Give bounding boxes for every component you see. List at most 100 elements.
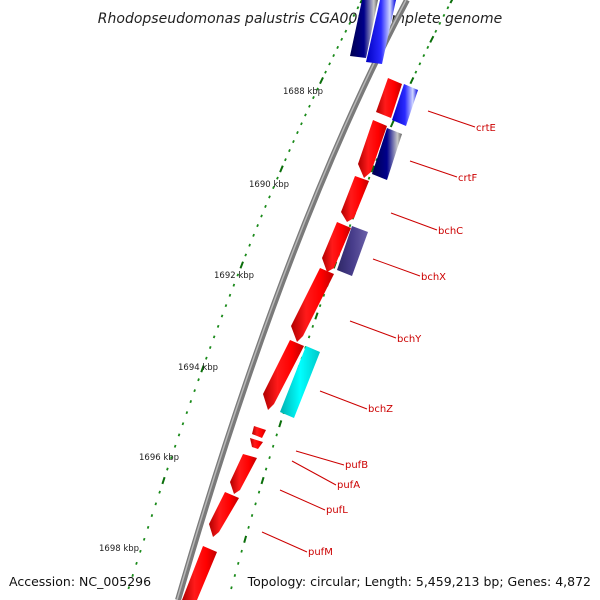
outer-scale-tick-107 <box>275 433 278 437</box>
outer-scale-tick-68 <box>422 53 426 58</box>
gene-label-pufM: pufM <box>308 547 333 558</box>
outer-scale-tick-63 <box>442 13 446 18</box>
outer-scale-tick-106 <box>278 420 283 428</box>
inner-scale-tick-56 <box>139 549 142 553</box>
inner-scale-tick-18 <box>288 149 291 153</box>
genome-backbone <box>175 0 410 600</box>
topology-text: Topology: circular; Length: 5,459,213 bp… <box>247 574 591 589</box>
inner-scale-tick-58 <box>131 573 134 577</box>
leader-bchC <box>390 212 438 231</box>
outer-scale-tick-70 <box>414 70 418 74</box>
outer-scale-tick-108 <box>271 444 275 448</box>
inner-scale-tick-45 <box>181 422 185 426</box>
inner-scale-tick-55 <box>142 537 146 541</box>
scale-label-1696: 1696 kbp <box>139 453 179 463</box>
inner-scale-tick-19 <box>284 158 287 162</box>
gene-crtF <box>372 128 402 180</box>
gene-label-crtF: crtF <box>458 173 478 184</box>
scale-label-1692: 1692 kbp <box>214 271 254 281</box>
gene-arrow-top-navy <box>350 0 378 58</box>
inner-scale-tick-37 <box>212 335 216 339</box>
gene-label-crtE: crtE <box>476 123 496 134</box>
gene-arrow-red-1 <box>376 78 402 118</box>
inner-scale-tick-9 <box>324 70 327 74</box>
gene-arrow-pufL <box>230 454 257 494</box>
accession-text: Accession: NC_005296 <box>9 574 151 589</box>
outer-scale-tick-98 <box>307 335 311 339</box>
gene-arrow-pufB <box>252 426 266 438</box>
scale-label-1694: 1694 kbp <box>178 363 218 373</box>
inner-scale-tick-8 <box>328 62 331 66</box>
inner-scale-tick-40 <box>200 365 205 373</box>
leader-pufM <box>261 531 308 553</box>
gene-arrow-top-blue <box>366 0 396 64</box>
inner-scale-tick-26 <box>256 224 259 228</box>
leader-bchY <box>349 320 397 339</box>
inner-scale-tick-35 <box>220 314 224 318</box>
inner-scale-tick-36 <box>216 324 220 328</box>
inner-scale-tick-28 <box>248 243 251 247</box>
inner-scale-tick-5 <box>340 37 344 41</box>
inner-scale-tick-22 <box>272 185 275 190</box>
outer-scale-tick-112 <box>257 490 261 494</box>
inner-scale-tick-44 <box>185 411 189 415</box>
inner-scale-tick-3 <box>348 21 352 25</box>
leader-crtE <box>427 110 476 128</box>
inner-scale-tick-57 <box>135 561 138 565</box>
outer-scale-tick-61 <box>449 0 454 4</box>
scale-label-1690: 1690 kbp <box>249 180 289 190</box>
inner-scale-tick-27 <box>252 233 255 237</box>
outer-scale-tick-119 <box>233 573 237 577</box>
inner-scale-tick-15 <box>300 122 303 126</box>
inner-scale-tick-50 <box>161 476 166 485</box>
outer-scale-tick-117 <box>240 549 243 553</box>
outer-scale-tick-64 <box>438 21 442 25</box>
leader-bchX <box>372 258 421 277</box>
outer-scale-tick-118 <box>237 561 240 565</box>
inner-scale-tick-52 <box>154 502 158 506</box>
inner-scale-tick-51 <box>158 490 161 494</box>
inner-scale-tick-7 <box>332 54 336 58</box>
outer-scale-tick-69 <box>418 62 422 66</box>
inner-scale-tick-13 <box>308 104 311 108</box>
inner-scale-tick-32 <box>232 283 236 287</box>
label-leader-lines <box>261 110 476 553</box>
inner-scale-tick-25 <box>260 214 263 218</box>
inner-scale-tick-21 <box>276 176 279 180</box>
inner-scale-tick-10 <box>319 76 324 85</box>
inner-scale-tick-14 <box>304 113 307 117</box>
outer-scale-tick-71 <box>409 76 415 85</box>
inner-scale-tick-16 <box>296 131 299 135</box>
inner-scale-tick-38 <box>208 345 212 350</box>
gene-label-bchY: bchY <box>397 334 422 345</box>
gene-arrow-pufA <box>250 438 263 449</box>
inner-scale-tick-20 <box>279 165 284 173</box>
outer-scale-tick-120 <box>230 586 233 590</box>
scale-label-1688: 1688 kbp <box>283 87 323 97</box>
inner-scale-tick-23 <box>268 195 271 199</box>
leader-pufB <box>295 450 345 466</box>
outer-scale-tick-116 <box>243 535 248 543</box>
leader-crtF <box>409 160 458 178</box>
inner-scale-tick-39 <box>205 356 208 360</box>
gene-arrow-pufM <box>209 492 239 537</box>
gene-arrow-red-bottom <box>182 546 217 600</box>
outer-scale-tick-111 <box>260 476 265 485</box>
inner-scale-tick-29 <box>244 253 248 257</box>
outer-scale-tick-97 <box>311 324 315 328</box>
gene-label-pufL: pufL <box>326 505 348 516</box>
gene-arrow-red-2 <box>358 120 387 178</box>
inner-scale-tick-47 <box>173 444 177 448</box>
inner-scale-tick-59 <box>127 586 131 590</box>
map-title: Rhodopseudomonas palustris CGA009, compl… <box>98 11 502 27</box>
inner-scale-tick-30 <box>239 261 244 269</box>
gene-crtE <box>392 84 418 126</box>
inner-scale-tick-1 <box>356 6 360 10</box>
inner-scale-tick-6 <box>336 45 340 49</box>
leader-pufL <box>279 489 326 511</box>
inner-scale-tick-53 <box>150 514 154 518</box>
gene-features <box>182 0 418 600</box>
genome-backbone-highlight <box>176 0 407 600</box>
inner-scale-tick-31 <box>236 273 240 277</box>
